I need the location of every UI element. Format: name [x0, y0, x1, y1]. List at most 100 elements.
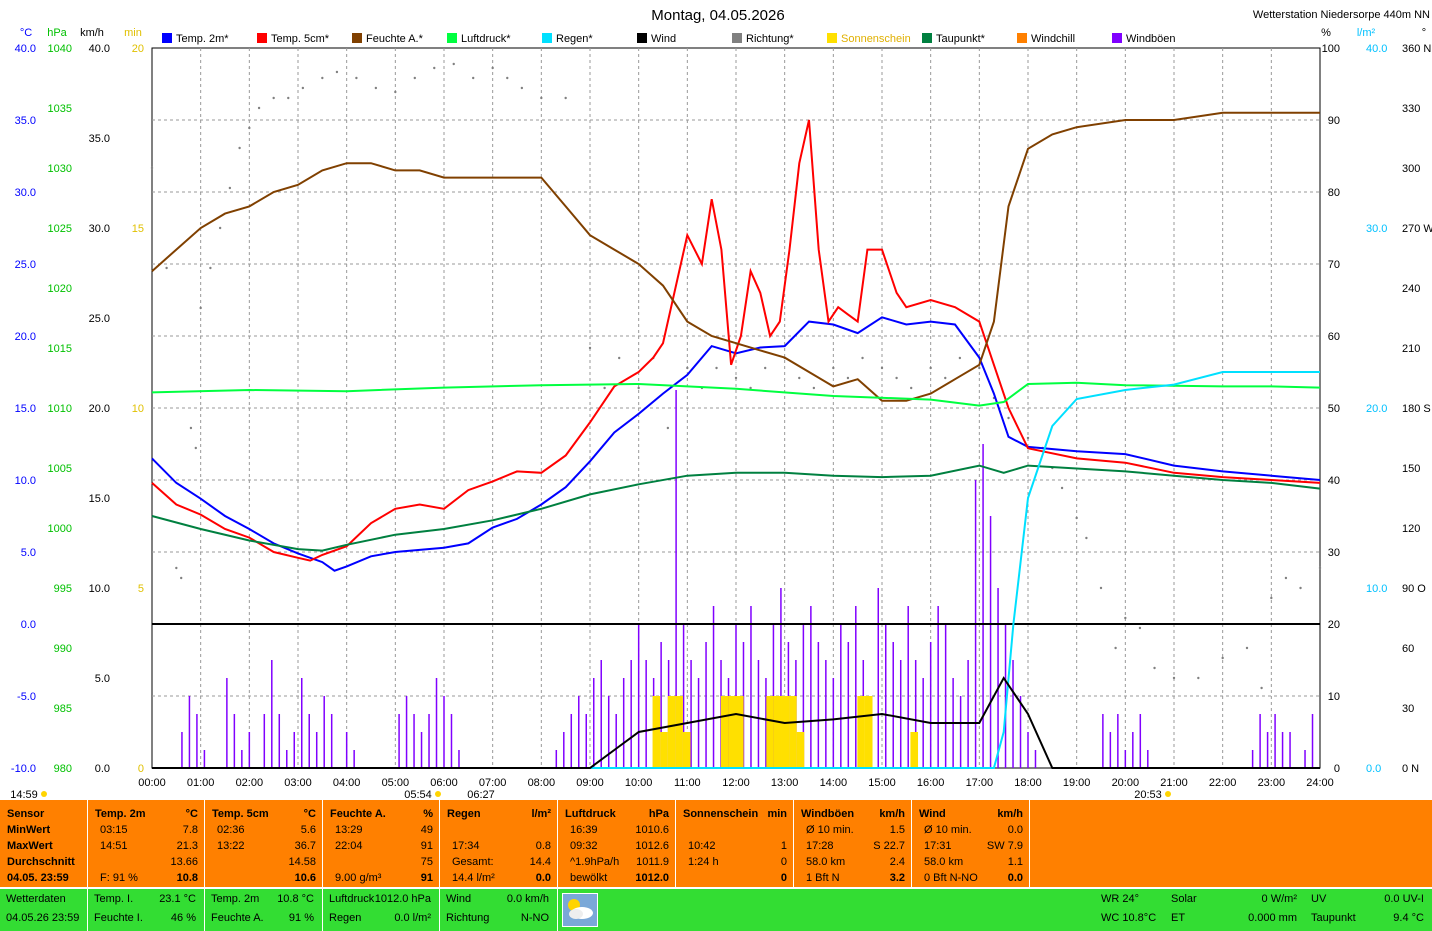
legend-swatch — [1017, 33, 1027, 43]
direction-point — [618, 356, 621, 360]
legend-item: Temp. 5cm* — [257, 33, 330, 45]
legend-swatch — [447, 33, 457, 43]
direction-point — [564, 96, 567, 100]
stats-row-label: 1:24 h — [688, 856, 719, 868]
temp-tick-label: 15.0 — [15, 403, 36, 415]
stats-row-value: 0 — [780, 872, 787, 884]
direction-point — [218, 226, 222, 230]
current-row-label: UV — [1311, 893, 1327, 905]
humidity-tick-label: 90 — [1328, 115, 1340, 127]
stats-row: 02:36 5.6 — [205, 822, 322, 838]
hpa-tick-label: 990 — [54, 643, 72, 655]
legend-swatch — [827, 33, 837, 43]
current-c5-column: Wind 0.0 km/h Richtung N-NO — [440, 889, 558, 931]
humidity-tick-label: 0 — [1334, 763, 1340, 775]
direction-point — [491, 66, 494, 70]
current-row: Solar 0 W/m² — [1165, 891, 1305, 908]
x-tick-label: 01:00 — [187, 777, 215, 789]
direction-point — [798, 376, 801, 380]
legend-swatch — [352, 33, 362, 43]
stats-row: 17:28 S 22.7 — [794, 838, 911, 854]
direction-point — [958, 356, 962, 360]
stats-unit: % — [423, 808, 433, 820]
stats-sensor-max: MaxWert — [7, 840, 53, 852]
legend-label: Taupunkt* — [936, 33, 986, 45]
stats-unit: °C — [185, 808, 198, 820]
x-tick-label: 09:00 — [576, 777, 604, 789]
temp-tick-label: -10.0 — [11, 763, 36, 775]
current-row-value: 46 % — [170, 912, 196, 924]
statistics-panel: Sensor MinWert MaxWert Durchschnitt 04.0… — [0, 800, 1432, 887]
sunshine-bar — [857, 696, 865, 768]
direction-point — [1007, 416, 1010, 420]
stats-row-label: 58.0 km — [924, 856, 964, 868]
stats-title: Regen — [447, 808, 481, 820]
axes-layer: 40.0 35.0 30.0 25.0 20.0 15.0 10.0 5.0 0.0 -5.0 -1… — [10, 27, 1432, 800]
direction-point — [832, 366, 835, 370]
direction-point — [666, 426, 670, 430]
stats-row: 13:29 49 — [323, 822, 439, 838]
current-row-value: 0.0 l/m² — [394, 912, 431, 924]
sunshine-bar — [910, 732, 919, 768]
x-tick-label: 06:00 — [430, 777, 458, 789]
sunshine-bar — [736, 696, 744, 768]
stats-wind-header: Wind km/h — [912, 806, 1029, 822]
temp-tick-label: 5.0 — [21, 547, 36, 559]
stats-row: 58.0 km 2.4 — [794, 854, 911, 870]
current-row-label: Regen — [329, 912, 362, 924]
sun-icon — [41, 791, 47, 797]
stats-unit: km/h — [997, 808, 1023, 820]
stats-regen-column: Regen l/m² 17:34 0.8 Gesamt: 14.4 14.4 l/m² 0.0 — [440, 800, 558, 887]
current-row: Wind 0.0 km/h — [440, 891, 557, 908]
current-row: Regen 0.0 l/m² — [323, 910, 439, 927]
stats-row: 13.66 — [88, 854, 204, 870]
stats-row-label: 09:32 — [570, 840, 598, 852]
direction-point — [588, 346, 592, 350]
stats-row-label: 14.4 l/m² — [452, 872, 495, 884]
legend-item: Taupunkt* — [922, 33, 986, 45]
legend-label: Temp. 2m* — [176, 33, 229, 45]
direction-point — [1260, 686, 1263, 690]
direction-tick-label: 210 — [1402, 343, 1420, 355]
humidity-tick-label: 10 — [1328, 691, 1340, 703]
hpa-tick-label: 1025 — [48, 223, 72, 235]
sunshine-bar — [789, 696, 797, 768]
legend-item: Luftdruck* — [447, 33, 511, 45]
direction-point — [1075, 516, 1078, 520]
rain-tick-label: 0.0 — [1366, 763, 1381, 775]
direction-point — [272, 96, 275, 100]
min-tick-label: 10 — [132, 403, 144, 415]
current-row-value: 1012.0 hPa — [374, 893, 431, 905]
temp-tick-label: 30.0 — [15, 187, 36, 199]
temp-tick-label: 10.0 — [15, 475, 36, 487]
legend-item: Richtung* — [732, 33, 794, 45]
hpa-tick-label: 1005 — [48, 463, 72, 475]
min-tick-label: 0 — [138, 763, 144, 775]
x-tick-label: 08:00 — [528, 777, 556, 789]
current-c2-column: Temp. I. 23.1 °C Feuchte I. 46 % — [88, 889, 205, 931]
kmh-tick-label: 30.0 — [89, 223, 110, 235]
stats-row-label: 22:04 — [335, 840, 363, 852]
x-tick-label: 04:00 — [333, 777, 361, 789]
current-row: Temp. 2m 10.8 °C — [205, 891, 322, 908]
stats-row-value: 5.6 — [300, 824, 316, 836]
stats-row-value: 7.8 — [182, 824, 198, 836]
stats-row-label: 13:29 — [335, 824, 363, 836]
stats-row-label: 14:51 — [100, 840, 128, 852]
current-row-label: Luftdruck — [329, 893, 375, 905]
current-row: ET 0.000 mm — [1165, 910, 1305, 927]
stats-row-label: 9.00 g/m³ — [335, 872, 382, 884]
sun-marker-label: 06:27 — [467, 789, 495, 800]
stats-row-label: 17:34 — [452, 840, 480, 852]
current-row-value: 0.0 UV-I — [1384, 893, 1424, 905]
current-row-label: Temp. I. — [94, 893, 134, 905]
direction-point — [150, 166, 154, 170]
direction-point — [506, 76, 509, 80]
min-tick-label: 20 — [132, 43, 144, 55]
stats-row — [440, 822, 557, 838]
stats-row-value: 13.66 — [170, 856, 198, 868]
stats-row: 0 Bft N-NO 0.0 — [912, 870, 1029, 886]
temp-tick-label: 20.0 — [15, 331, 36, 343]
stats-row: Ø 10 min. 0.0 — [912, 822, 1029, 838]
stats-unit: hPa — [648, 808, 669, 820]
